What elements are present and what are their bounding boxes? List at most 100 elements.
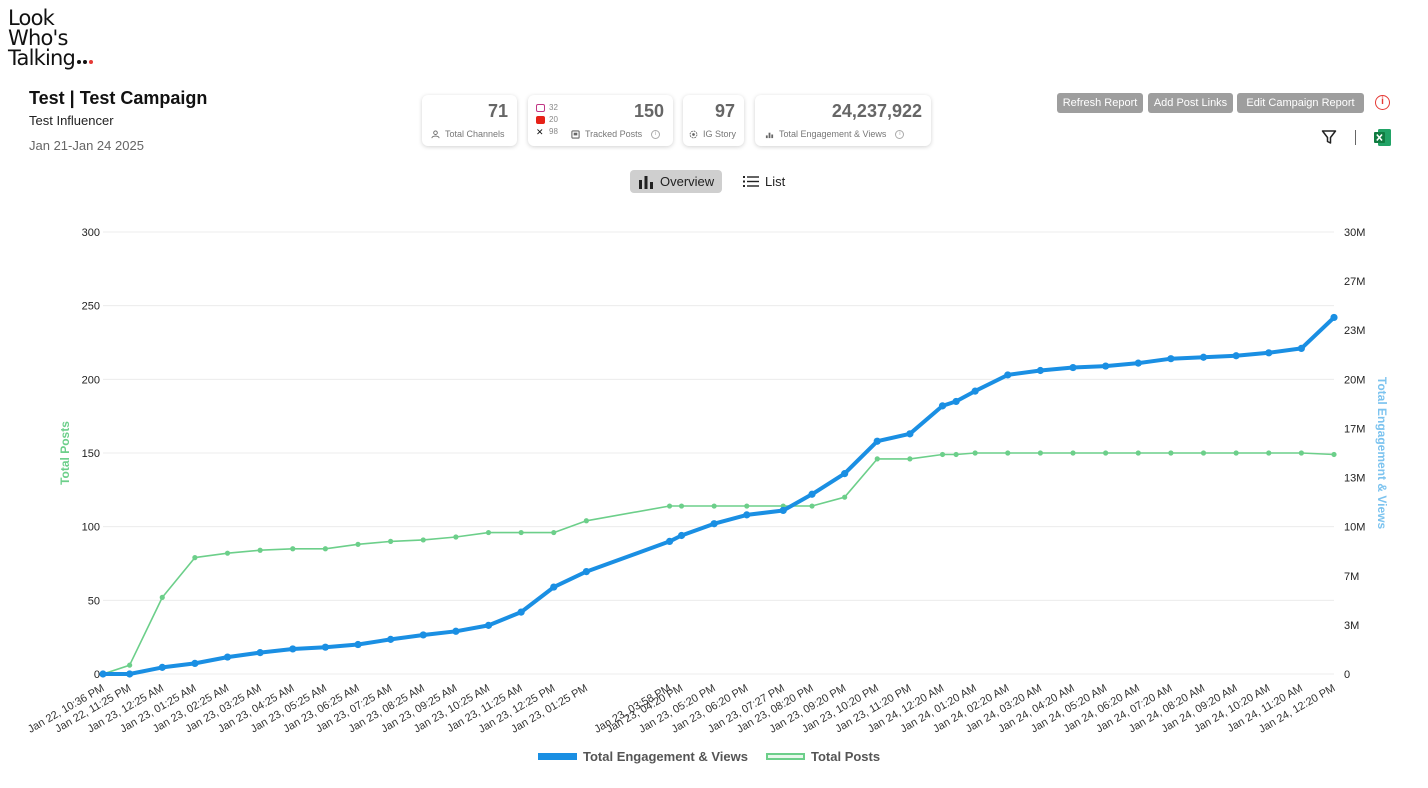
data-point-engagement[interactable] [289,645,297,653]
y-right-axis-title: Total Engagement & Views [1375,377,1389,530]
data-point-engagement[interactable] [841,470,849,478]
info-icon[interactable]: i [651,129,661,139]
data-point-posts[interactable] [842,494,848,500]
data-point-engagement[interactable] [99,670,107,678]
data-point-posts[interactable] [907,456,913,462]
data-point-engagement[interactable] [256,649,264,657]
legend-item-posts[interactable]: Total Posts [766,749,880,764]
data-point-posts[interactable] [1005,450,1011,456]
data-point-posts[interactable] [744,503,750,509]
y-left-tick-label: 100 [82,522,100,534]
refresh-report-button[interactable]: Refresh Report [1057,93,1143,113]
data-point-posts[interactable] [1331,451,1337,458]
data-point-engagement[interactable] [419,631,427,639]
data-point-posts[interactable] [1168,450,1174,456]
data-point-posts[interactable] [127,662,133,668]
data-point-engagement[interactable] [1167,355,1175,363]
data-point-posts[interactable] [874,456,880,462]
data-point-engagement[interactable] [1069,363,1077,372]
data-point-engagement[interactable] [971,387,979,395]
data-point-engagement[interactable] [938,402,947,410]
logo-dot-accent [89,60,94,64]
data-point-engagement[interactable] [1330,313,1338,322]
data-point-posts[interactable] [192,555,198,561]
x-icon: ✕ [536,127,544,137]
data-point-posts[interactable] [953,451,959,458]
data-point-posts[interactable] [972,450,978,456]
data-point-engagement[interactable] [677,531,686,540]
edit-campaign-report-button[interactable]: Edit Campaign Report [1237,93,1364,113]
campaign-title: Test | Test Campaign [29,88,208,108]
data-point-posts[interactable] [453,534,459,540]
data-point-engagement[interactable] [387,635,395,643]
data-point-posts[interactable] [322,546,328,552]
data-point-posts[interactable] [388,538,394,544]
data-point-engagement[interactable] [126,670,134,678]
data-point-posts[interactable] [518,529,524,536]
data-point-engagement[interactable] [484,621,493,629]
legend-item-engagement[interactable]: Total Engagement & Views [538,749,748,764]
data-point-engagement[interactable] [952,397,960,406]
data-point-engagement[interactable] [1297,344,1305,352]
data-point-posts[interactable] [290,546,296,552]
data-point-posts[interactable] [355,541,361,547]
alert-icon[interactable]: i [1375,95,1390,110]
data-point-posts[interactable] [485,529,492,536]
data-point-engagement[interactable] [158,663,166,671]
data-point-engagement[interactable] [873,437,881,445]
data-point-engagement[interactable] [1199,353,1208,361]
data-point-posts[interactable] [159,594,165,600]
data-point-engagement[interactable] [582,568,590,576]
data-point-posts[interactable] [257,547,263,553]
info-icon[interactable]: i [895,129,905,139]
data-point-posts[interactable] [1103,450,1109,456]
tab-list[interactable]: List [735,170,793,193]
data-point-engagement[interactable] [321,643,329,651]
data-point-engagement[interactable] [223,653,232,661]
data-point-posts[interactable] [678,503,685,509]
data-point-posts[interactable] [551,529,557,536]
data-point-posts[interactable] [939,451,946,458]
data-point-engagement[interactable] [1265,349,1273,357]
data-point-engagement[interactable] [1232,352,1240,360]
data-point-engagement[interactable] [665,537,674,545]
platform-row-x: ✕ 98 [536,126,558,138]
data-point-posts[interactable] [420,537,426,543]
filter-icon[interactable] [1321,129,1337,145]
data-point-engagement[interactable] [808,490,816,498]
data-point-engagement[interactable] [354,640,362,649]
instagram-count: 32 [549,103,558,112]
data-point-engagement[interactable] [906,430,914,438]
logo-dot [83,60,88,64]
excel-export-icon[interactable] [1373,128,1392,147]
data-point-engagement[interactable] [1134,359,1142,367]
data-point-engagement[interactable] [1102,362,1110,370]
data-point-posts[interactable] [1266,450,1272,456]
data-point-posts[interactable] [224,550,231,556]
data-point-engagement[interactable] [452,627,460,635]
data-point-engagement[interactable] [1004,371,1012,379]
data-point-engagement[interactable] [779,506,787,515]
data-point-posts[interactable] [1070,450,1076,456]
add-post-links-button[interactable]: Add Post Links [1148,93,1233,113]
data-point-engagement[interactable] [191,659,199,667]
data-point-posts[interactable] [809,503,815,509]
series-line-engagement [103,316,1336,676]
data-point-engagement[interactable] [517,608,525,616]
data-point-posts[interactable] [583,518,589,524]
data-point-posts[interactable] [1200,450,1207,456]
data-point-engagement[interactable] [1036,366,1044,375]
data-point-posts[interactable] [1135,450,1141,456]
y-right-tick-label: 3M [1344,620,1359,632]
tab-overview[interactable]: Overview [630,170,723,193]
data-point-engagement[interactable] [743,511,751,519]
data-point-posts[interactable] [1233,450,1239,456]
data-point-posts[interactable] [666,503,673,509]
data-point-posts[interactable] [1037,450,1043,456]
data-point-engagement[interactable] [710,520,718,528]
stat-card-tracked-posts: 32 20 ✕ 98 150 Tracked Posts i [528,95,673,146]
data-point-engagement[interactable] [550,583,558,591]
data-point-posts[interactable] [711,503,717,509]
data-point-posts[interactable] [1298,450,1304,456]
stat-card-ig-story: 97 IG Story [683,95,744,146]
